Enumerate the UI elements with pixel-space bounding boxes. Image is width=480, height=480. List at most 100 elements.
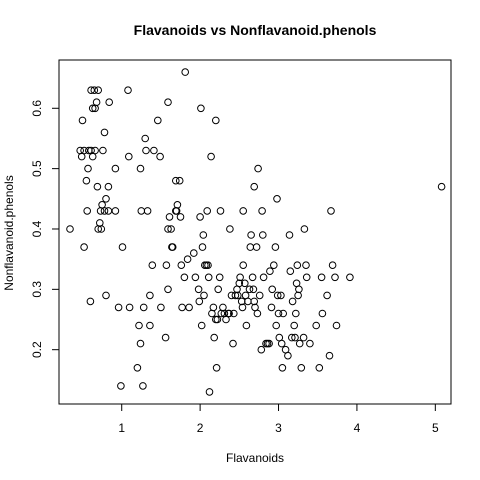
data-point [236,273,244,282]
data-point [295,285,303,294]
data-point [204,273,213,282]
data-point [162,261,171,270]
data-point [136,164,145,173]
data-point [235,279,244,288]
data-point [328,261,337,270]
data-point [178,303,186,312]
data-point [267,303,276,312]
data-point [255,291,264,300]
data-point [150,146,158,155]
data-point [325,351,334,360]
data-point [279,309,288,318]
data-point [207,152,215,161]
data-point [83,207,91,215]
data-point [259,273,268,282]
data-point [114,303,123,312]
data-point [245,285,254,294]
y-axis-label: Nonflavanoid.phenols [2,175,16,290]
data-point [332,321,341,330]
x-axis-label: Flavanoids [226,451,284,465]
data-point [93,182,102,191]
data-point [146,291,154,300]
data-point [100,128,109,137]
data-point [219,303,227,312]
data-point [277,291,285,300]
data-point [234,291,242,300]
data-point [273,291,282,300]
data-point [118,243,127,251]
data-point [299,333,308,342]
y-tick-label: 0.3 [30,281,44,298]
data-point [84,164,92,173]
data-point [133,364,142,372]
data-point [161,333,170,342]
data-point [295,339,304,348]
data-point [216,207,225,215]
data-point [196,213,204,221]
data-point [181,68,189,76]
data-point [250,297,258,306]
data-point [239,261,247,270]
data-point [294,291,302,300]
data-point [302,273,311,282]
data-point [82,176,91,185]
data-point [136,339,145,348]
data-point [252,243,261,251]
data-point [268,285,277,294]
data-point [135,321,143,330]
data-point [176,213,185,221]
data-point [312,321,321,330]
data-point [273,195,281,203]
data-point [142,146,150,155]
data-point [265,339,273,348]
y-tick-label: 0.6 [30,100,44,117]
data-point [198,243,207,251]
data-point [177,261,186,270]
data-point [277,339,286,348]
data-point [315,364,324,372]
data-point [125,303,134,312]
data-point [66,225,74,233]
data-point [139,303,148,312]
data-point [285,231,294,239]
data-point [239,207,247,215]
x-tick-label: 4 [354,421,361,435]
data-point [242,321,251,330]
data-point [148,261,157,270]
data-point [212,116,220,125]
data-point [180,273,189,282]
data-point [271,243,280,251]
data-point [197,321,206,330]
data-point [248,273,257,282]
data-point [168,243,177,251]
data-point [156,152,164,161]
data-point [111,164,120,173]
data-point [80,243,88,251]
data-point [139,382,147,390]
data-point [167,225,175,233]
data-point [318,309,327,318]
data-point [199,231,208,239]
data-point [87,86,95,94]
data-point [246,243,255,251]
data-point [302,261,310,270]
data-point [164,98,172,106]
data-point [257,345,266,354]
data-point [226,225,234,233]
data-point [154,116,162,125]
data-point [165,213,174,221]
data-point [88,104,97,113]
data-point [92,98,101,106]
data-point [125,152,133,161]
data-point [300,225,309,233]
data-point [185,303,193,312]
data-points [66,68,446,396]
data-point [258,207,266,215]
data-point [157,303,165,312]
data-point [253,309,262,318]
data-point [143,207,152,215]
data-point [286,267,295,276]
data-point [137,207,146,215]
data-point [244,297,252,306]
